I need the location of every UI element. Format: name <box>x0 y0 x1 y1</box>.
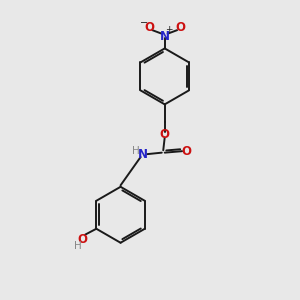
Text: O: O <box>144 21 154 34</box>
Text: O: O <box>175 21 185 34</box>
Text: O: O <box>181 145 191 158</box>
Text: O: O <box>160 128 170 141</box>
Text: N: N <box>160 30 170 43</box>
Text: H: H <box>132 146 140 156</box>
Text: +: + <box>165 25 173 34</box>
Text: N: N <box>138 148 148 160</box>
Text: O: O <box>78 233 88 246</box>
Text: −: − <box>140 18 148 28</box>
Text: H: H <box>74 241 81 251</box>
